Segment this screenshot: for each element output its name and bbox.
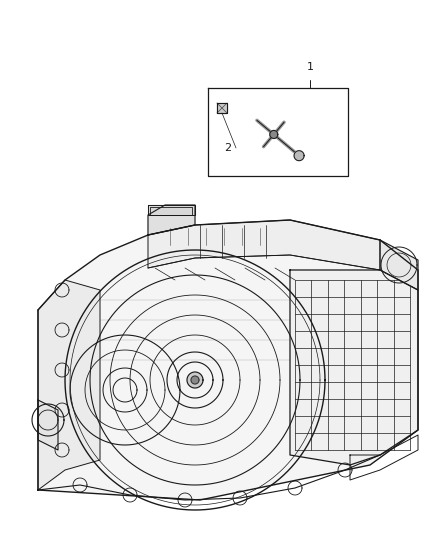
Polygon shape <box>290 270 418 465</box>
Polygon shape <box>38 220 418 500</box>
Polygon shape <box>208 88 348 176</box>
Polygon shape <box>148 220 380 270</box>
Polygon shape <box>294 151 304 160</box>
Text: 2: 2 <box>224 143 232 153</box>
Polygon shape <box>187 372 203 388</box>
Polygon shape <box>270 131 278 139</box>
Polygon shape <box>148 205 195 235</box>
Polygon shape <box>191 376 199 384</box>
Polygon shape <box>148 205 195 215</box>
Text: 1: 1 <box>307 62 314 72</box>
Polygon shape <box>38 280 100 490</box>
Polygon shape <box>38 400 58 450</box>
Polygon shape <box>380 240 418 290</box>
Polygon shape <box>217 103 227 113</box>
